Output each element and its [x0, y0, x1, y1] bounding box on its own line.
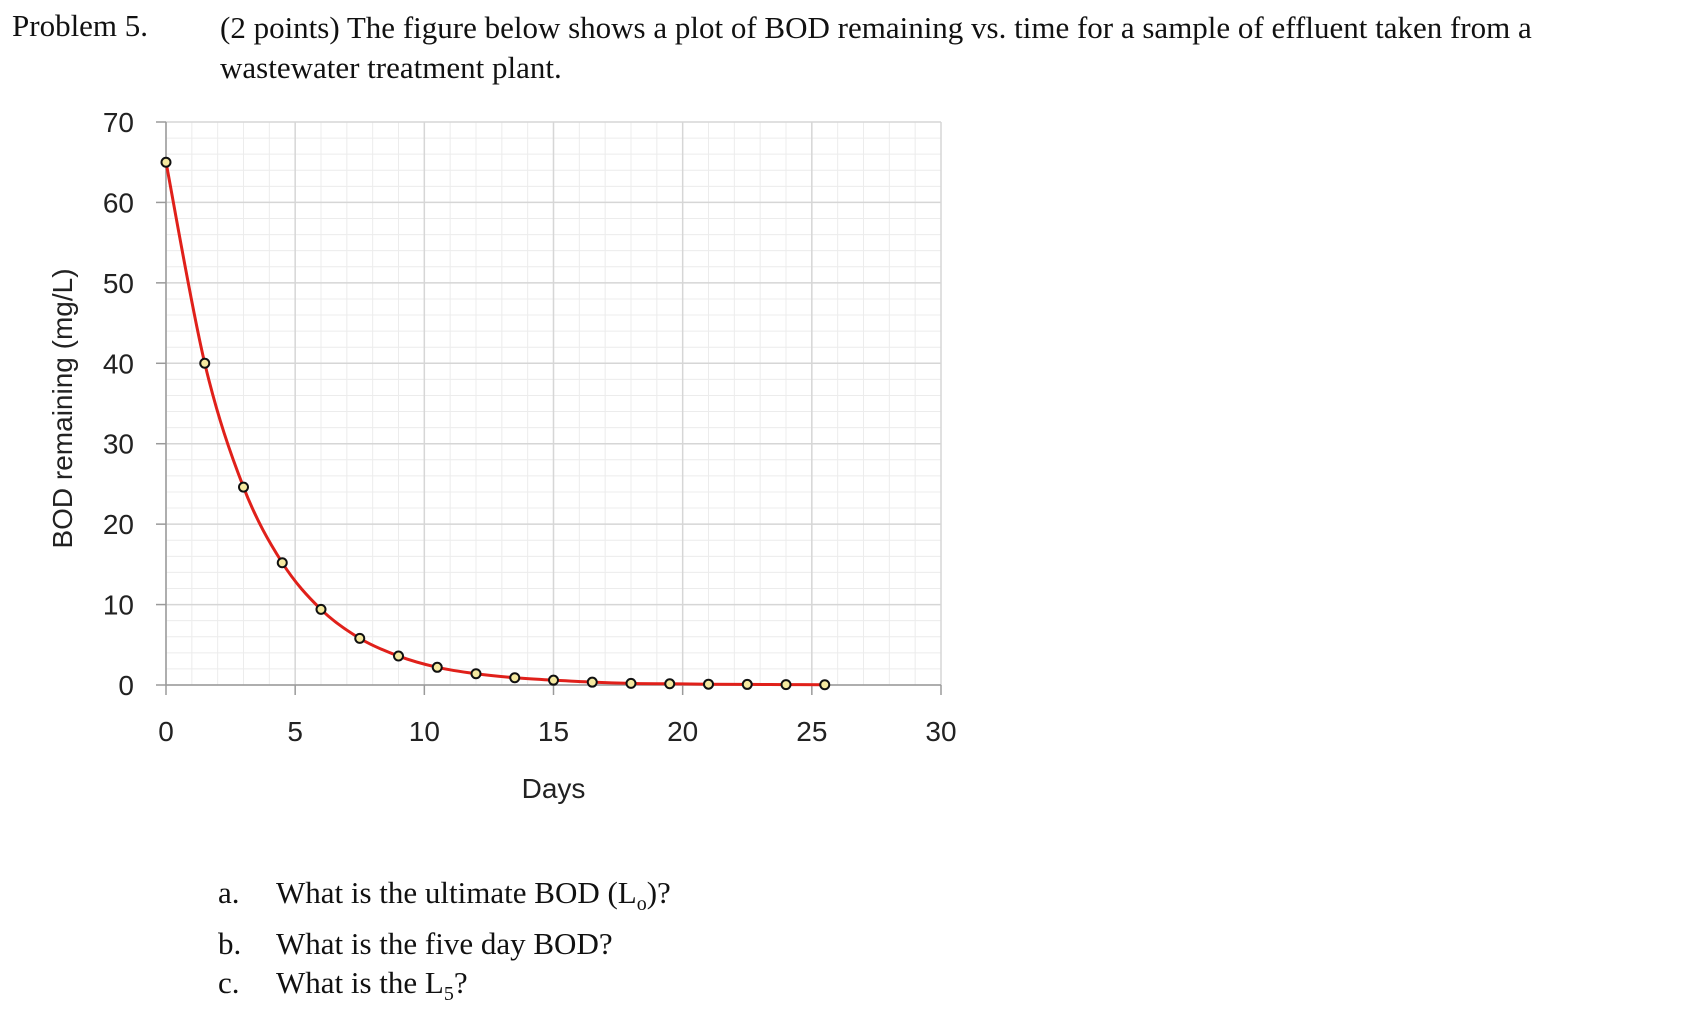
data-point — [741, 678, 753, 690]
question-text-end: )? — [646, 875, 671, 910]
tick-labels: 0 10 20 30 40 50 60 70 0 5 10 15 20 25 30 — [103, 107, 957, 747]
y-axis-label: BOD remaining (mg/L) — [47, 268, 78, 548]
y-tick-label: 20 — [103, 509, 134, 540]
problem-statement-line-2: wastewater treatment plant. — [220, 50, 562, 85]
y-tick-label: 40 — [103, 348, 134, 379]
question-letter: a. — [218, 875, 240, 910]
data-point — [586, 676, 598, 688]
x-tick-label: 25 — [796, 716, 827, 747]
y-tick-label: 70 — [103, 107, 134, 138]
data-point — [664, 678, 676, 690]
question-text-main: What is the L — [276, 965, 444, 1001]
data-point — [703, 678, 714, 690]
y-tick-label: 30 — [103, 429, 134, 460]
data-point — [199, 357, 211, 369]
question-item: b. What is the five day BOD? — [218, 924, 671, 963]
problem-statement-line-1: (2 points) The figure below shows a plot… — [220, 10, 1532, 45]
question-letter: c. — [218, 965, 240, 1001]
data-point — [625, 677, 637, 689]
question-text: What is the five day BOD? — [276, 924, 613, 963]
x-tick-label: 10 — [409, 716, 440, 747]
question-item: c. What is the L5? — [218, 963, 671, 1014]
question-text-main: What is the five day BOD? — [276, 926, 613, 962]
question-subscript: 5 — [443, 983, 454, 1006]
axes — [156, 121, 942, 695]
series-points — [160, 156, 831, 691]
y-tick-label: 10 — [103, 590, 134, 621]
question-letter: b. — [218, 926, 242, 962]
x-tick-label: 5 — [287, 716, 303, 747]
y-tick-label: 50 — [103, 268, 134, 299]
question-text-main: What is the ultimate BOD (L — [276, 875, 637, 910]
x-tick-label: 15 — [538, 716, 569, 747]
problem-statement: (2 points) The figure below shows a plot… — [220, 8, 1680, 88]
question-text: What is the ultimate BOD (Lo)? — [276, 873, 671, 924]
x-tick-label: 0 — [158, 716, 174, 747]
data-point — [548, 674, 559, 686]
y-tick-label: 0 — [118, 670, 134, 701]
question-item: a. What is the ultimate BOD (Lo)? — [218, 873, 671, 924]
data-point — [354, 632, 366, 644]
data-point — [431, 661, 443, 673]
grid-major — [165, 121, 942, 686]
question-subscript: o — [636, 893, 647, 916]
series-curve-group — [164, 161, 825, 687]
data-point — [509, 672, 521, 684]
data-point — [238, 481, 249, 493]
question-text-end: ? — [453, 965, 468, 1001]
x-tick-label: 30 — [925, 716, 956, 747]
data-point — [780, 679, 792, 691]
question-list: a. What is the ultimate BOD (Lo)? b. What i… — [218, 873, 671, 1014]
x-axis-label: Days — [522, 773, 586, 804]
y-tick-label: 60 — [103, 187, 134, 218]
data-point — [276, 557, 288, 569]
series-line — [164, 161, 825, 687]
data-point — [393, 650, 404, 662]
data-point — [160, 156, 172, 168]
problem-label: Problem 5. — [12, 8, 149, 43]
data-point — [470, 668, 482, 680]
data-point — [819, 679, 831, 691]
question-text: What is the L5? — [276, 963, 468, 1014]
x-tick-label: 20 — [667, 716, 698, 747]
data-point — [315, 603, 327, 615]
